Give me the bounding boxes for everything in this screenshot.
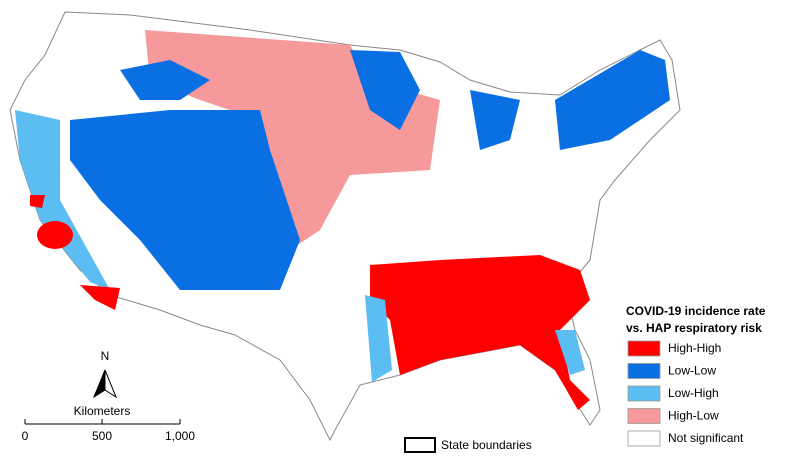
region-low-high bbox=[15, 110, 110, 290]
legend-label: Low-High bbox=[668, 386, 719, 400]
region-low-high bbox=[365, 295, 392, 382]
legend-title: vs. HAP respiratory risk bbox=[626, 321, 762, 335]
region-low-low bbox=[555, 50, 670, 150]
arrow-right bbox=[104, 369, 118, 399]
arrow-left bbox=[92, 369, 106, 399]
scale-label: 1,000 bbox=[165, 429, 195, 443]
legend-label: High-Low bbox=[668, 409, 719, 423]
legend-label: High-High bbox=[668, 341, 721, 355]
region-low-low bbox=[70, 110, 300, 290]
us-map bbox=[9, 11, 681, 442]
legend-label: Not significant bbox=[668, 431, 744, 445]
region-high-high bbox=[37, 221, 73, 249]
legend-swatch bbox=[627, 430, 661, 447]
north-arrow: N bbox=[92, 349, 118, 399]
legend-title: COVID-19 incidence rate bbox=[626, 304, 766, 318]
region-high-high bbox=[80, 285, 120, 310]
legend-label: Low-Low bbox=[668, 364, 716, 378]
legend-swatch bbox=[627, 408, 661, 424]
region-high-high bbox=[370, 255, 590, 410]
boundary-label: State boundaries bbox=[441, 438, 532, 452]
legend: COVID-19 incidence rate vs. HAP respirat… bbox=[626, 304, 766, 447]
region-low-low bbox=[120, 60, 210, 100]
north-label: N bbox=[101, 349, 110, 363]
boundary-swatch bbox=[404, 437, 436, 453]
scale-label: 0 bbox=[22, 429, 29, 443]
boundary-legend: State boundaries bbox=[404, 437, 532, 453]
scale-bar: Kilometers 0 500 1,000 bbox=[22, 404, 196, 443]
region-low-high bbox=[555, 330, 585, 375]
scale-title: Kilometers bbox=[74, 404, 131, 418]
legend-swatch bbox=[627, 385, 661, 402]
region-low-low bbox=[470, 90, 520, 150]
legend-swatch bbox=[627, 363, 661, 379]
region-high-high bbox=[30, 195, 45, 208]
scale-label: 500 bbox=[92, 429, 112, 443]
legend-swatch bbox=[627, 340, 661, 357]
region-low-low bbox=[350, 50, 420, 130]
